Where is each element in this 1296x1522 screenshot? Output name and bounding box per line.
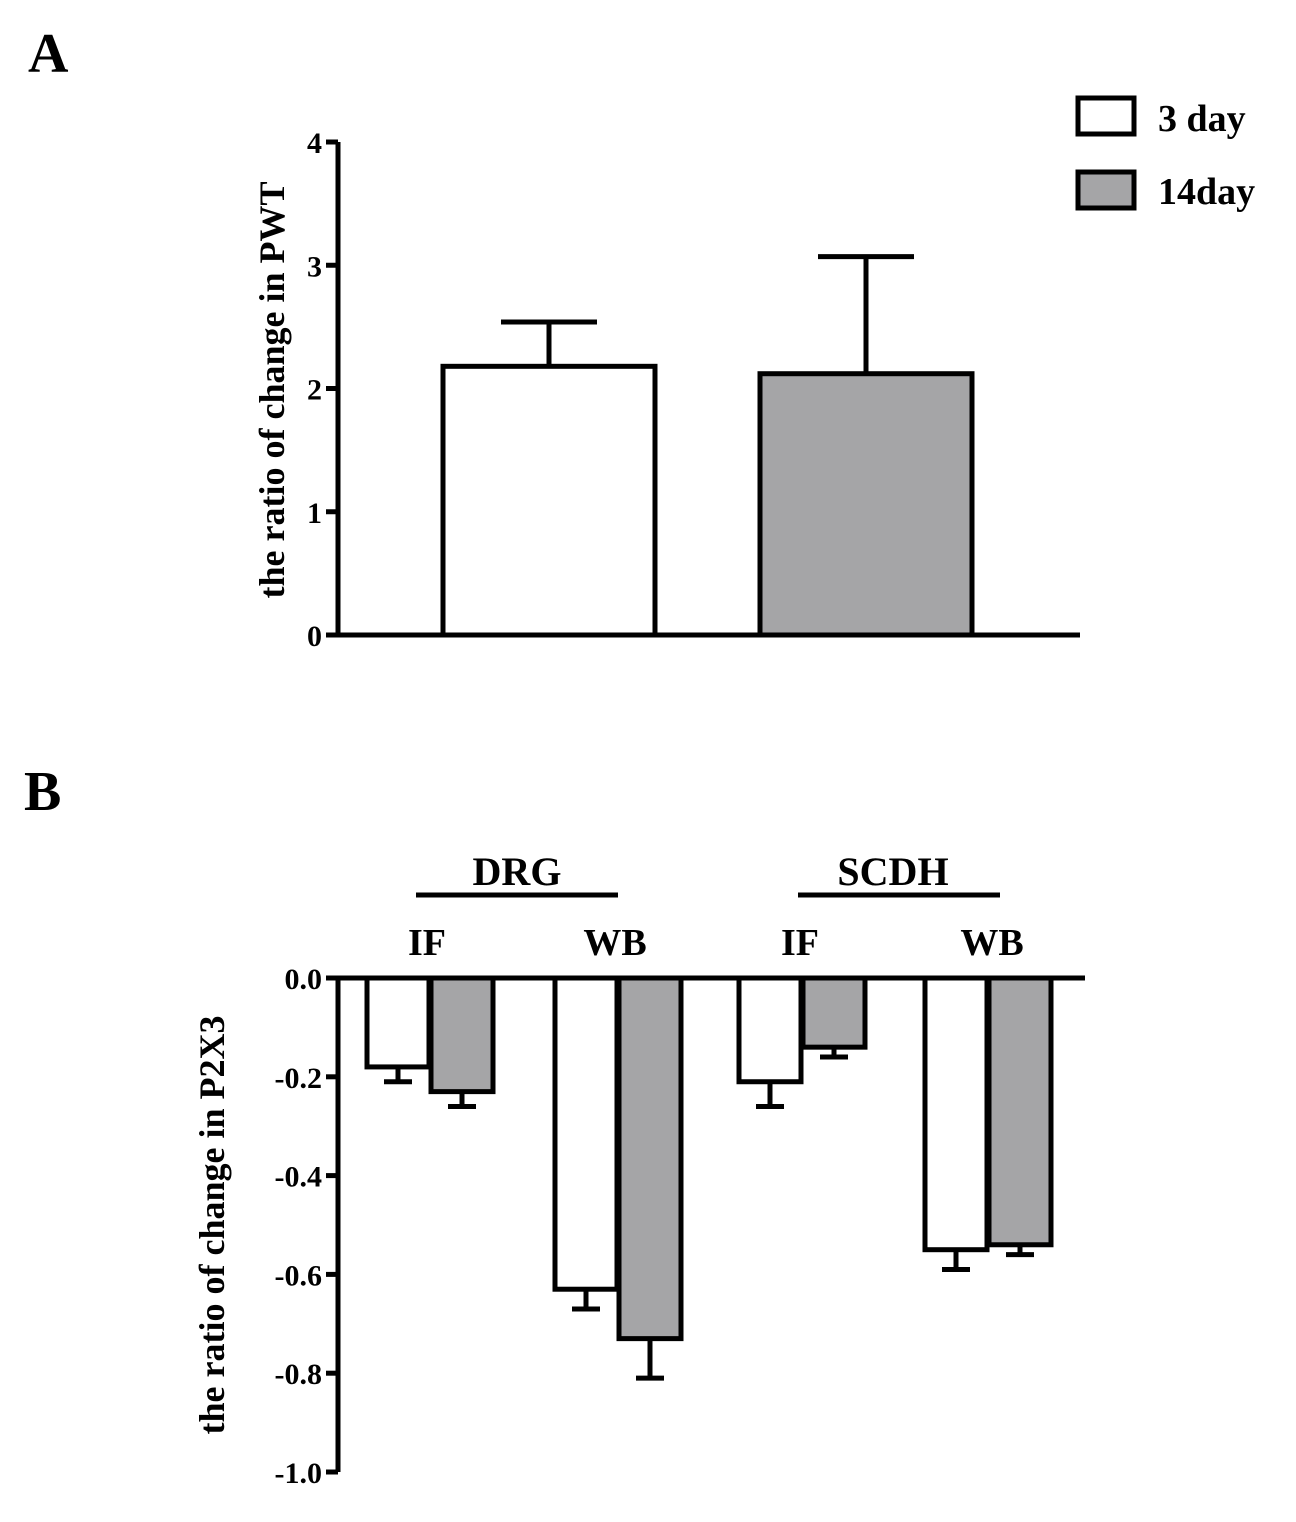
chart-b-ylabel: the ratio of change in P2X3 [192, 1016, 232, 1435]
group-label-scdh: SCDH [837, 849, 948, 894]
legend-swatch-14day [1075, 169, 1137, 211]
bar [428, 975, 496, 1095]
subgroup-label-scdh-if: IF [781, 922, 819, 964]
chart-b-ytick-label: -0.8 [275, 1358, 323, 1391]
legend-label-3-day: 3 day [1158, 98, 1246, 140]
bar [616, 975, 684, 1342]
bar [440, 363, 658, 638]
group-label-drg: DRG [473, 849, 562, 894]
panel-label-a: A [28, 23, 69, 85]
bar [364, 975, 432, 1070]
legend-label-14day: 14day [1158, 171, 1255, 213]
subgroup-label-drg-if: IF [408, 922, 446, 964]
legend-swatch-3-day [1075, 95, 1137, 137]
legend: 3 day 14day [1075, 95, 1255, 213]
chart-b-ytick-label: -0.4 [275, 1161, 323, 1194]
chart-a: 0 1 2 3 4 [307, 127, 1080, 653]
subgroup-label-drg-wb: WB [583, 922, 646, 964]
chart-a-ytick-label: 2 [307, 374, 322, 407]
chart-b-ytick-label: -0.6 [275, 1259, 323, 1292]
bar [736, 975, 804, 1085]
chart-b-ytick-label: -1.0 [275, 1457, 323, 1490]
bar [922, 975, 990, 1253]
chart-a-ytick-label: 3 [307, 250, 322, 283]
chart-a-ytick-label: 1 [307, 497, 322, 530]
chart-b-ytick-label: -0.2 [275, 1062, 323, 1095]
chart-a-ytick-label: 4 [307, 127, 322, 160]
chart-a-ylabel: the ratio of change in PWT [252, 182, 292, 599]
chart-b-ytick-label: 0.0 [285, 963, 323, 996]
bar [757, 371, 975, 638]
chart-a-ytick-label: 0 [307, 620, 322, 653]
subgroup-label-scdh-wb: WB [960, 922, 1023, 964]
bar [800, 975, 868, 1050]
chart-b: 0.0 -0.2 -0.4 -0.6 -0.8 -1.0 [275, 963, 1085, 1490]
bar [986, 975, 1054, 1248]
bar [552, 975, 620, 1292]
panel-label-b: B [24, 761, 61, 823]
